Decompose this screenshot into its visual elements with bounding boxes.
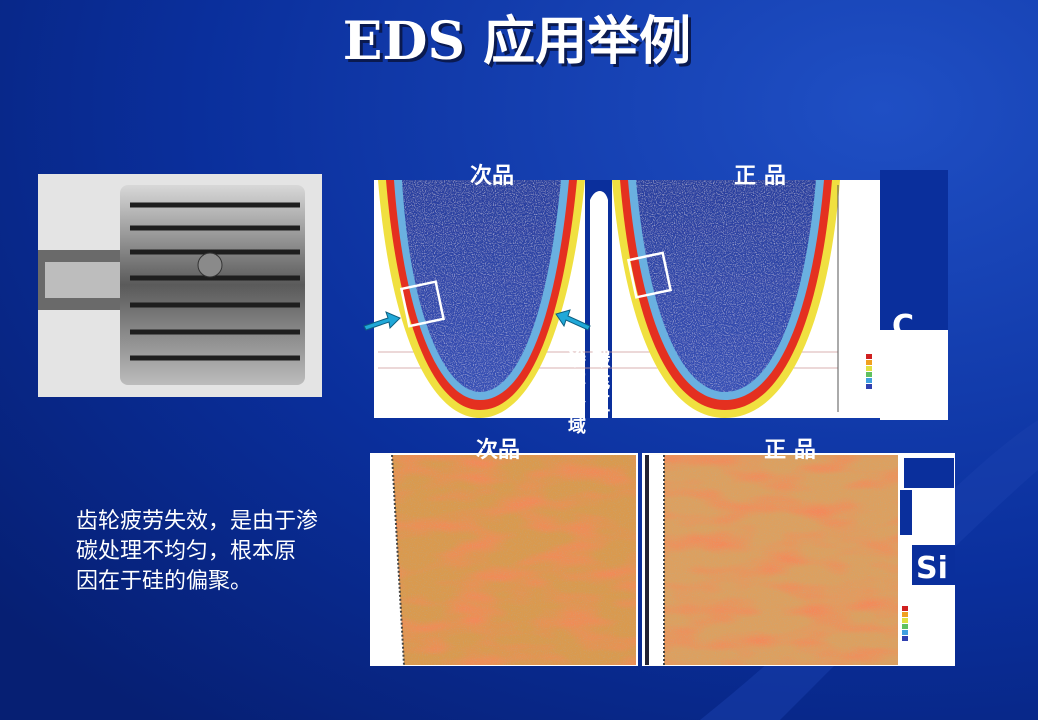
silicon-map <box>370 453 955 666</box>
annotation: 渗 碳不 充分 区域 <box>568 349 611 437</box>
gear-photo <box>38 174 322 397</box>
annotation-line: 不 充 <box>568 371 610 393</box>
title: EDS 应用举例 <box>343 11 691 72</box>
label-good: 正 品 <box>734 164 786 189</box>
annotation-line: 渗 碳 <box>568 349 611 371</box>
label-defective: 次品 <box>470 163 514 189</box>
body-line: 齿轮疲劳失效，是由于渗 <box>76 509 318 534</box>
carbon-map <box>363 170 948 420</box>
annotation-line: 分 区 <box>568 394 610 415</box>
element-label: C <box>892 309 914 344</box>
label-defective: 次品 <box>476 437 520 463</box>
element-label: Si <box>916 551 948 586</box>
body-line: 碳处理不均匀，根本原 <box>76 539 296 564</box>
annotation-line: 域 <box>568 415 586 437</box>
label-good: 正 品 <box>764 438 816 463</box>
title-shadow: EDS 应用举例 <box>346 14 694 75</box>
body-line: 因在于硅的偏聚。 <box>76 569 252 594</box>
